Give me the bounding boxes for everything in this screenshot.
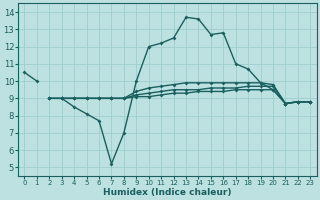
X-axis label: Humidex (Indice chaleur): Humidex (Indice chaleur) [103,188,232,197]
